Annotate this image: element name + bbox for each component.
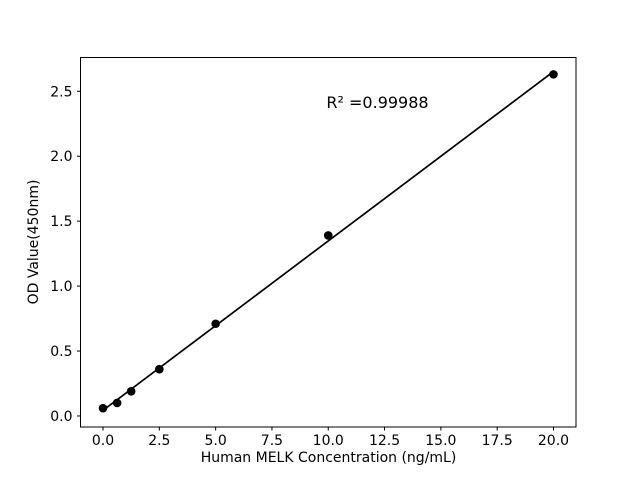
data-point — [112, 398, 122, 408]
y-tick-label: 2.5 — [50, 84, 72, 100]
x-tick-label: 17.5 — [482, 433, 513, 449]
x-tick-label: 15.0 — [425, 433, 456, 449]
x-tick-label: 5.0 — [205, 433, 227, 449]
x-tick-label: 20.0 — [538, 433, 569, 449]
regression-line — [102, 70, 554, 411]
y-tick-label: 0.5 — [50, 344, 72, 360]
x-tick-label: 7.5 — [261, 433, 283, 449]
y-tick-label: 1.0 — [50, 279, 72, 295]
data-point — [549, 70, 558, 79]
x-tick-label: 2.5 — [148, 433, 170, 449]
x-axis-ticks: 0.0 2.5 5.0 7.5 10.0 12.5 15.0 17.5 20.0 — [92, 427, 569, 449]
data-point — [126, 386, 136, 396]
x-tick-label: 12.5 — [369, 433, 400, 449]
x-tick-label: 0.0 — [92, 433, 114, 449]
fit-line — [102, 70, 554, 411]
x-tick-label: 10.0 — [313, 433, 344, 449]
y-tick-label: 0.0 — [50, 409, 72, 425]
data-point — [98, 403, 108, 413]
y-axis-ticks: 0.0 0.5 1.0 1.5 2.0 2.5 — [50, 84, 81, 425]
y-tick-label: 1.5 — [50, 214, 72, 230]
data-point — [155, 364, 164, 374]
x-axis-label: Human MELK Concentration (ng/mL) — [201, 450, 457, 466]
y-axis-label: OD Value(450nm) — [26, 180, 42, 305]
data-point — [211, 319, 220, 329]
r-squared-annotation: R² =0.99988 — [326, 93, 428, 112]
y-tick-label: 2.0 — [50, 149, 72, 165]
data-points — [98, 70, 558, 413]
data-point — [323, 231, 333, 240]
